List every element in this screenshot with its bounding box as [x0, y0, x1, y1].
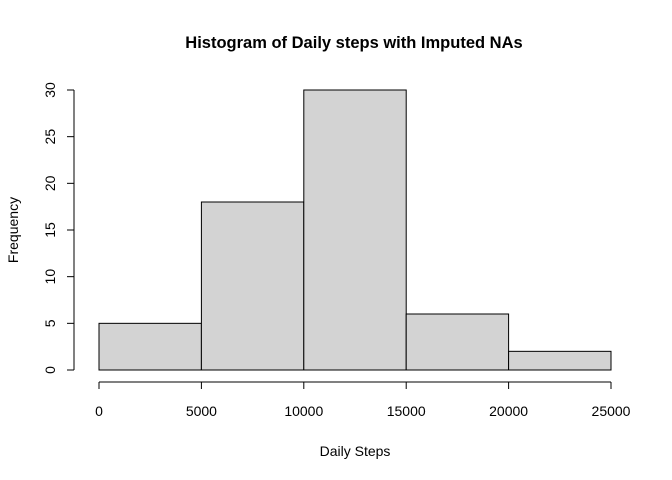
- chart-title: Histogram of Daily steps with Imputed NA…: [185, 34, 522, 52]
- y-tick-label-6: 30: [42, 82, 58, 98]
- x-tick-label-3: 15000: [387, 403, 426, 419]
- y-tick-label-1: 5: [42, 319, 58, 327]
- histogram-bar-0: [98, 322, 202, 371]
- y-axis-label: Frequency: [5, 197, 21, 263]
- bars-group: [98, 89, 612, 371]
- histogram-bar-3: [405, 313, 510, 371]
- histogram-bar-4: [508, 350, 612, 371]
- x-tick-label-1: 5000: [186, 403, 217, 419]
- x-tick-label-2: 10000: [284, 403, 323, 419]
- x-ticks-group: 0 5000 10000 15000 20000 25000: [95, 382, 631, 419]
- x-tick-label-0: 0: [95, 403, 103, 419]
- y-ticks-group: 0 5 10 15 20 25 30: [42, 82, 74, 374]
- x-axis-label: Daily Steps: [320, 443, 391, 459]
- y-tick-label-5: 25: [42, 129, 58, 145]
- y-tick-label-2: 10: [42, 269, 58, 285]
- y-tick-label-0: 0: [42, 366, 58, 374]
- x-tick-label-5: 25000: [592, 403, 631, 419]
- x-tick-label-4: 20000: [489, 403, 528, 419]
- y-axis: 0 5 10 15 20 25 30: [42, 82, 75, 374]
- histogram-bar-2: [303, 89, 407, 371]
- histogram-bar-1: [200, 201, 305, 371]
- y-tick-label-3: 15: [42, 222, 58, 238]
- x-axis: 0 5000 10000 15000 20000 25000: [95, 381, 631, 419]
- y-tick-label-4: 20: [42, 175, 58, 191]
